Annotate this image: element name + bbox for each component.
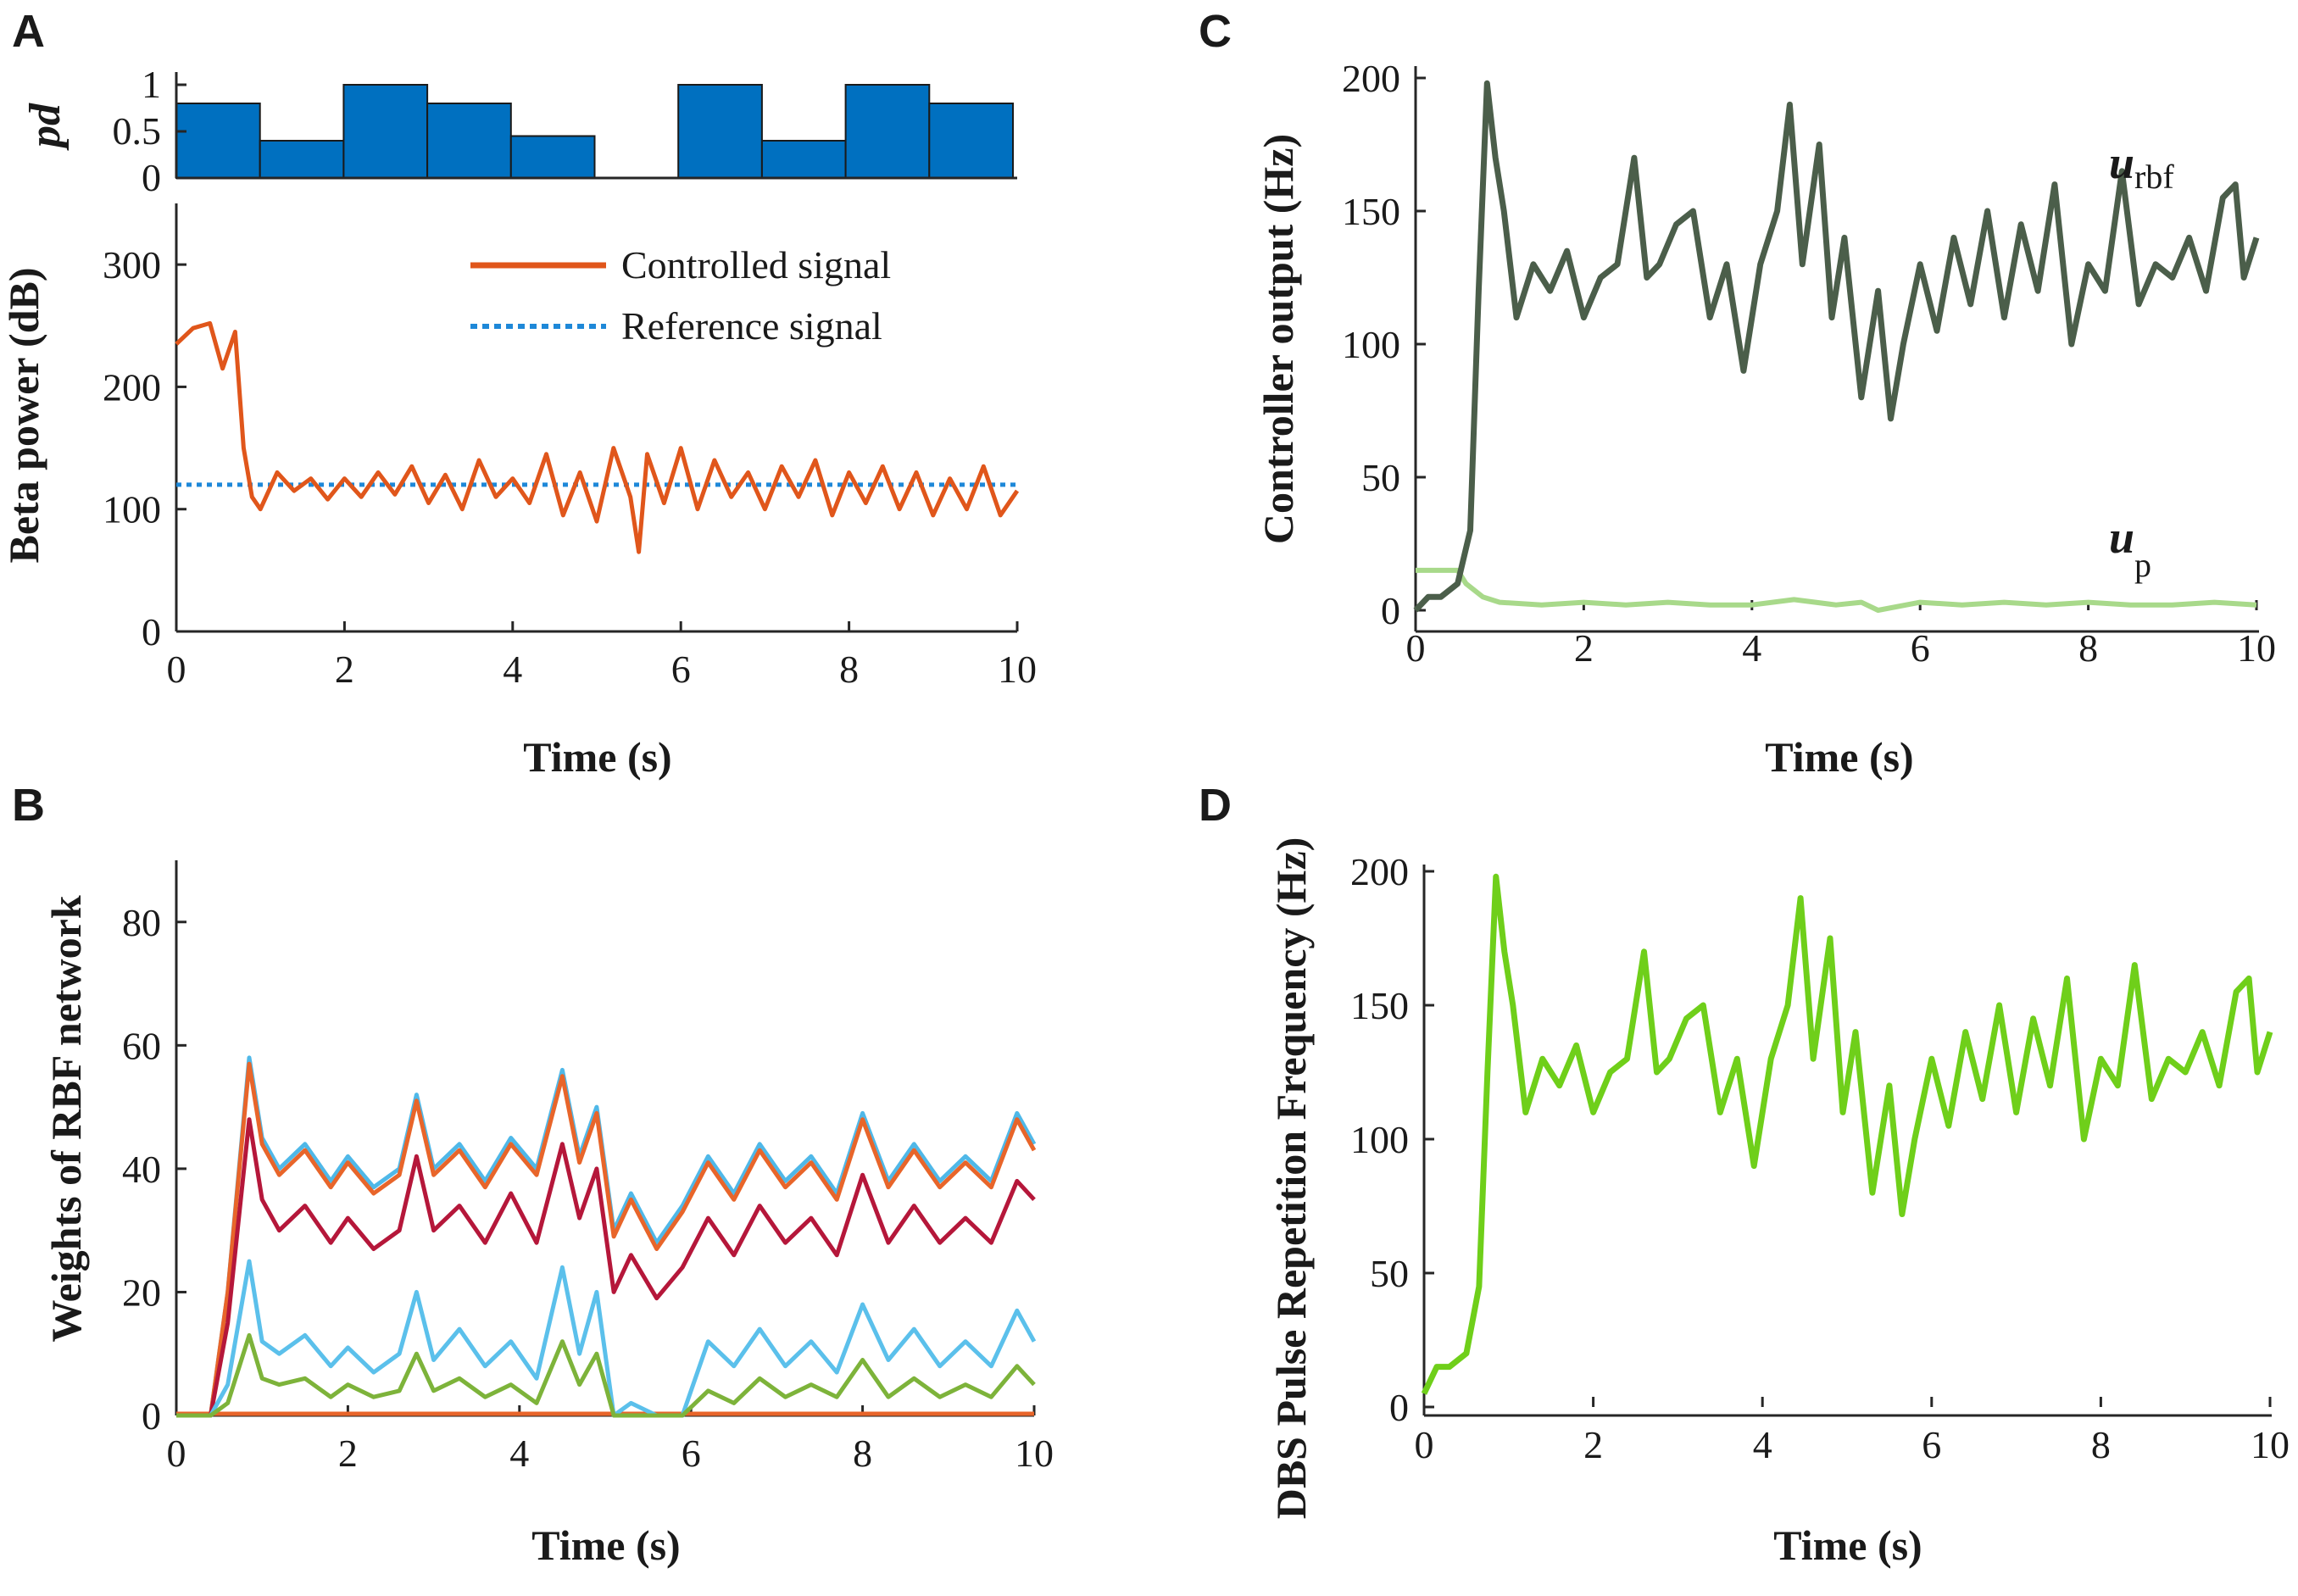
pd-step-2 bbox=[342, 84, 429, 179]
panel-b-xtick-label-3: 6 bbox=[682, 1432, 701, 1475]
pd-tick-label-05: 0.5 bbox=[113, 109, 162, 153]
panel-d-xtick-label-3: 6 bbox=[1922, 1423, 1941, 1466]
panel-d-ytick-label-1: 50 bbox=[1370, 1252, 1409, 1295]
panel-c-xtick-label-3: 6 bbox=[1911, 626, 1930, 670]
panel-c-ytick-label-1: 50 bbox=[1361, 456, 1400, 499]
pd-step-7 bbox=[760, 140, 847, 179]
panel-a-xtick-label-4: 8 bbox=[839, 648, 859, 691]
u-p-subscript: p bbox=[2134, 546, 2151, 584]
panel-c-xtick-label-5: 10 bbox=[2237, 626, 2276, 670]
pd-step-9 bbox=[928, 103, 1015, 179]
panel-a-pd-subplot: 1 0.5 0 pd bbox=[21, 63, 1017, 199]
legend-reference-label: Reference signal bbox=[621, 304, 882, 348]
panel-b-ytick-label-3: 60 bbox=[122, 1024, 161, 1067]
panel-c-ytick-label-3: 150 bbox=[1342, 190, 1400, 233]
panel-b-ticks: 0 2 4 6 8 10 0 20 40 60 80 bbox=[122, 901, 1054, 1475]
panel-b-ytick-label-1: 20 bbox=[122, 1271, 161, 1314]
panel-d-xtick-label-2: 4 bbox=[1753, 1423, 1772, 1466]
panel-b-y-label: Weights of RBF network bbox=[42, 895, 90, 1342]
pd-step-4 bbox=[509, 135, 596, 179]
panel-a-ytick-label-0: 0 bbox=[142, 610, 161, 653]
panel-b-x-label: Time (s) bbox=[531, 1521, 680, 1569]
panel-c-y-label: Controller output (Hz) bbox=[1255, 134, 1302, 544]
pd-axis-label: pd bbox=[21, 103, 70, 151]
panel-d-xtick-label-1: 2 bbox=[1583, 1423, 1603, 1466]
panel-a-x-label: Time (s) bbox=[523, 733, 671, 781]
legend-controlled-label: Controlled signal bbox=[621, 243, 891, 286]
u-p-symbol: u bbox=[2109, 512, 2134, 563]
pd-step-0 bbox=[175, 103, 261, 179]
panel-b-xtick-label-5: 10 bbox=[1015, 1432, 1054, 1475]
panel-d-xtick-label-0: 0 bbox=[1415, 1423, 1434, 1466]
rbf-weight-series bbox=[176, 1055, 1037, 1418]
panel-b-xtick-label-2: 4 bbox=[509, 1432, 529, 1475]
panel-d-ytick-label-3: 150 bbox=[1350, 984, 1409, 1027]
u-rbf-subscript: rbf bbox=[2134, 158, 2174, 196]
panel-d-ytick-label-0: 0 bbox=[1389, 1386, 1409, 1429]
panel-a-xtick-label-1: 2 bbox=[335, 648, 354, 691]
panel-d-y-label: DBS Pulse Repetition Frequency (Hz) bbox=[1267, 837, 1315, 1520]
pd-step-3 bbox=[426, 103, 512, 179]
panel-letter-c: C bbox=[1199, 6, 1232, 57]
panel-a-ytick-label-3: 300 bbox=[103, 243, 161, 286]
panel-letter-b: B bbox=[12, 780, 45, 831]
u-p-annotation: up bbox=[2109, 512, 2151, 584]
panel-b-xtick-label-1: 2 bbox=[338, 1432, 358, 1475]
panel-b-ytick-label-4: 80 bbox=[122, 901, 161, 944]
panel-a-xtick-label-5: 10 bbox=[998, 648, 1037, 691]
panel-d-ytick-label-4: 200 bbox=[1350, 850, 1409, 893]
panel-b-xtick-label-4: 8 bbox=[853, 1432, 872, 1475]
pd-tick-label-1: 1 bbox=[142, 63, 161, 106]
panel-a-xtick-label-2: 4 bbox=[503, 648, 522, 691]
dbs-frequency-line bbox=[1421, 873, 2273, 1395]
panel-c-ytick-label-2: 100 bbox=[1342, 323, 1400, 366]
u-rbf-annotation: urbf bbox=[2109, 137, 2174, 196]
panel-d-xtick-label-5: 10 bbox=[2251, 1423, 2290, 1466]
panel-a-xtick-label-3: 6 bbox=[671, 648, 691, 691]
rbf-weight-line-w2 bbox=[176, 1061, 1037, 1418]
panel-letter-d: D bbox=[1199, 780, 1232, 831]
panel-c-xtick-label-1: 2 bbox=[1574, 626, 1594, 670]
panel-b-ytick-label-2: 40 bbox=[122, 1148, 161, 1191]
pd-step-6 bbox=[677, 84, 763, 179]
panel-b-xtick-label-0: 0 bbox=[167, 1432, 186, 1475]
panel-letter-a: A bbox=[12, 6, 45, 57]
panel-d-x-label: Time (s) bbox=[1773, 1521, 1922, 1569]
rbf-weight-line-w3 bbox=[176, 1117, 1036, 1418]
panel-a-xtick-label-0: 0 bbox=[167, 648, 186, 691]
pd-steps bbox=[175, 84, 1015, 179]
panel-b-ytick-label-0: 0 bbox=[142, 1394, 161, 1438]
panel-c-xtick-label-0: 0 bbox=[1406, 626, 1426, 670]
u-p-line bbox=[1416, 567, 2257, 613]
panel-c-ytick-label-0: 0 bbox=[1381, 589, 1400, 632]
panel-a-ytick-label-1: 100 bbox=[103, 488, 161, 531]
u-rbf-symbol: u bbox=[2109, 137, 2134, 188]
pd-tick-label-0: 0 bbox=[142, 156, 161, 199]
panel-d-xtick-label-4: 8 bbox=[2091, 1423, 2111, 1466]
pd-step-1 bbox=[259, 140, 345, 179]
panel-a-y-label: Beta power (dB) bbox=[0, 267, 47, 563]
panel-c-ytick-label-4: 200 bbox=[1342, 57, 1400, 100]
panel-c-xtick-label-2: 4 bbox=[1742, 626, 1761, 670]
rbf-weight-line-w5 bbox=[176, 1332, 1036, 1418]
controlled-signal-line bbox=[175, 320, 1020, 554]
rbf-weight-line-w4 bbox=[176, 1259, 1037, 1418]
panel-a-ytick-label-2: 200 bbox=[103, 365, 161, 409]
pd-step-8 bbox=[844, 84, 931, 179]
panel-d-ytick-label-2: 100 bbox=[1350, 1118, 1409, 1161]
u-rbf-line bbox=[1413, 80, 2260, 613]
panel-c-xtick-label-4: 8 bbox=[2078, 626, 2098, 670]
panel-c-x-label: Time (s) bbox=[1765, 733, 1913, 781]
